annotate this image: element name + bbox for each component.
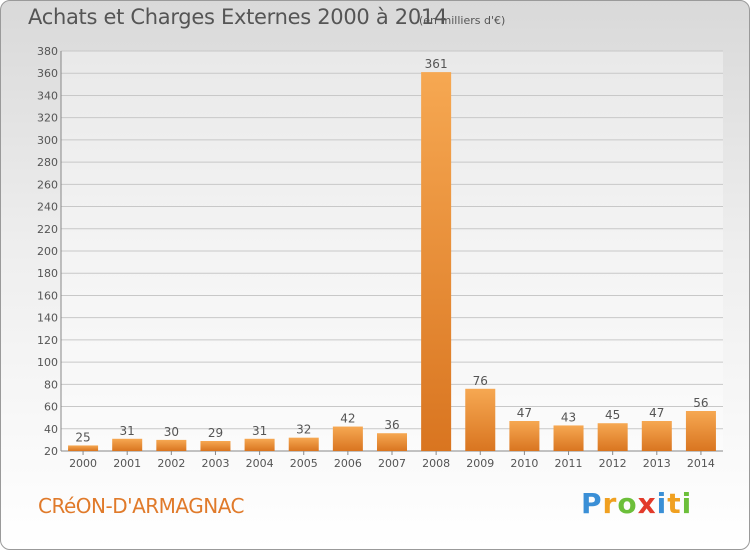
bar-value-label: 30 [164,425,179,439]
logo-letter: P [581,487,603,520]
y-tick-label: 80 [44,378,58,391]
bar-value-label: 31 [252,424,267,438]
y-tick-label: 240 [37,201,58,214]
y-tick-label: 260 [37,178,58,191]
y-tick-label: 100 [37,356,58,369]
bar-value-label: 29 [208,426,223,440]
x-tick-label: 2001 [113,457,141,470]
logo-letter: o [617,487,638,520]
bar [156,439,187,451]
y-tick-label: 160 [37,289,58,302]
bar [641,421,672,451]
y-tick-label: 360 [37,67,58,80]
bar [112,438,143,451]
bar-value-label: 361 [425,57,448,71]
y-tick-label: 140 [37,312,58,325]
bar [553,425,584,451]
bar [332,426,363,451]
bar [685,411,716,451]
x-tick-label: 2012 [599,457,627,470]
bar [465,388,496,451]
bar [597,423,628,451]
x-tick-label: 2004 [246,457,274,470]
x-tick-label: 2002 [157,457,185,470]
bar-value-label: 32 [296,423,311,437]
x-tick-label: 2014 [687,457,715,470]
y-tick-label: 220 [37,223,58,236]
bar-value-label: 31 [120,424,135,438]
bar-value-label: 47 [517,406,532,420]
bar-value-label: 56 [693,396,708,410]
bar [288,437,319,451]
bar-value-label: 36 [384,418,399,432]
bar-value-label: 76 [473,374,488,388]
bar-value-label: 45 [605,408,620,422]
y-tick-label: 20 [44,445,58,458]
bar [244,438,275,451]
x-tick-label: 2003 [201,457,229,470]
logo-letter: i [656,487,668,520]
y-tick-label: 60 [44,401,58,414]
x-tick-label: 2000 [69,457,97,470]
commune-name: CRéON-D'ARMAGNAC [38,494,245,518]
bar-value-label: 25 [75,430,90,444]
bar [509,421,540,451]
y-tick-label: 320 [37,112,58,125]
y-tick-label: 200 [37,245,58,258]
bar [421,72,452,451]
bar-value-label: 42 [340,412,355,426]
y-tick-label: 380 [37,45,58,58]
y-tick-label: 120 [37,334,58,347]
bar [68,445,99,451]
x-tick-label: 2007 [378,457,406,470]
y-tick-label: 300 [37,134,58,147]
x-tick-label: 2006 [334,457,362,470]
y-tick-label: 280 [37,156,58,169]
y-tick-label: 40 [44,423,58,436]
bar-value-label: 47 [649,406,664,420]
logo-letter: i [681,487,693,520]
x-tick-label: 2005 [290,457,318,470]
x-tick-label: 2009 [466,457,494,470]
chart-title: Achats et Charges Externes 2000 à 2014 [28,5,448,29]
y-tick-label: 340 [37,89,58,102]
bar [376,433,408,451]
y-tick-label: 180 [37,267,58,280]
logo-letter: r [602,487,618,520]
x-tick-label: 2013 [643,457,671,470]
bar [200,441,231,451]
logo-letter: t [667,487,682,520]
x-tick-label: 2011 [555,457,583,470]
bar-value-label: 43 [561,410,576,424]
logo-letter: x [637,487,657,520]
proxiti-logo: Proxiti [581,487,692,520]
chart-unit: (en milliers d'€) [419,14,506,27]
x-tick-label: 2010 [510,457,538,470]
x-tick-label: 2008 [422,457,450,470]
